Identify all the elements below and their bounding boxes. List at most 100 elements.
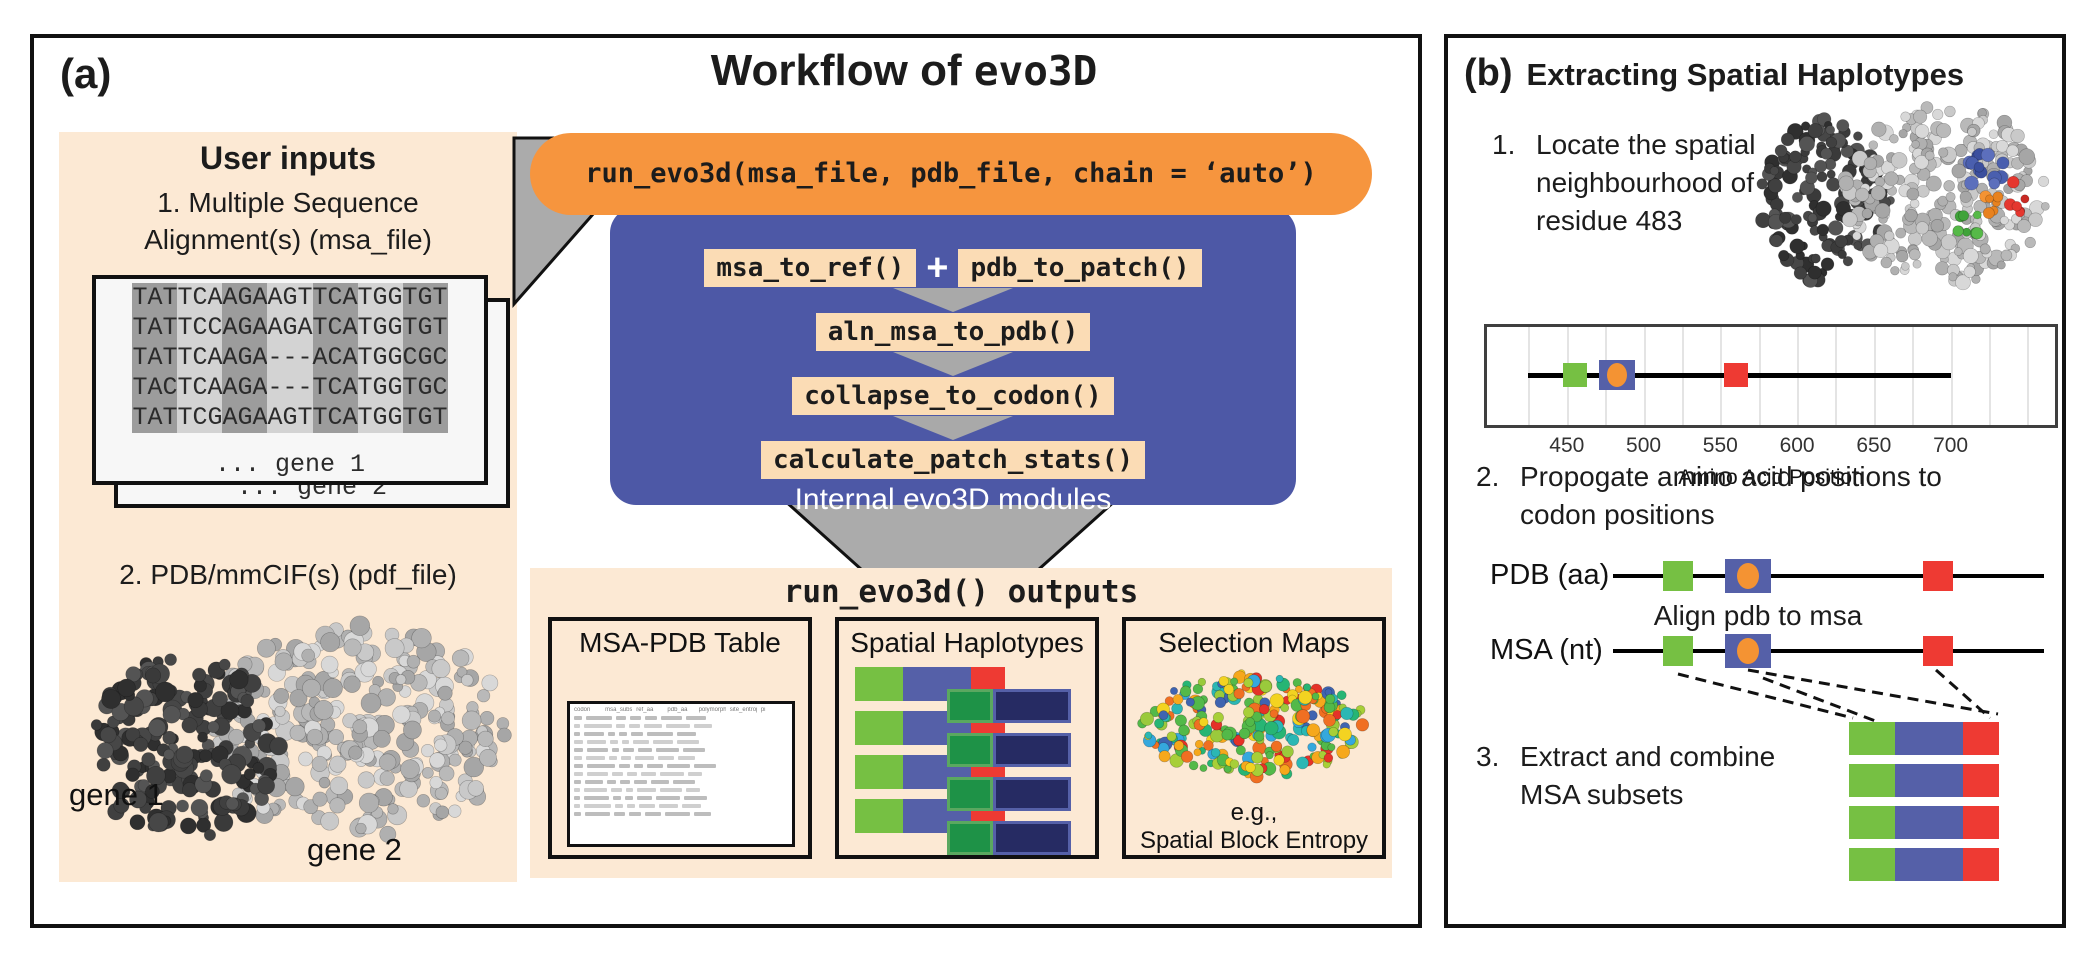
panel-a-label: (a): [60, 50, 112, 97]
step-2-number: 2.: [1476, 461, 1500, 492]
panel-a-title-prefix: Workflow of: [710, 46, 974, 95]
chevron-down-icon: [893, 352, 1013, 376]
msa-sequence-row: TATTCGAGAAGTTCATGGTGT: [132, 403, 448, 433]
step-1-line2: neighbourhood of: [1536, 167, 1754, 198]
plot-area: [1487, 327, 2055, 425]
haplotype-segment: [947, 777, 993, 811]
plus-icon: +: [926, 247, 949, 289]
msa-subset-bar: [1849, 848, 2009, 881]
msa-track-line: [1613, 649, 2044, 653]
outputs-title-code: run_evo3d(): [783, 574, 989, 610]
step-3-line2: MSA subsets: [1520, 779, 1684, 810]
chevron-down-icon: [893, 416, 1013, 440]
user-inputs-panel: User inputs 1. Multiple Sequence Alignme…: [59, 132, 517, 882]
msa-subset-bar: [1849, 722, 2009, 755]
step-1-line1: Locate the spatial: [1536, 129, 1756, 160]
align-label: Align pdb to msa: [1653, 600, 1863, 631]
haplotype-segment: [947, 689, 993, 723]
msa-subset-bar: [1849, 764, 2009, 797]
output-box-selection-maps: Selection Maps e.g., Spatial Block Entro…: [1122, 617, 1386, 859]
axis-tick: 500: [1626, 434, 1662, 457]
amino-acid-position-plot: [1484, 324, 2058, 428]
haplotype-segment: [993, 733, 1071, 767]
msa-pdb-table-title: MSA-PDB Table: [579, 627, 781, 658]
msa-track-label: MSA (nt): [1490, 634, 1603, 666]
axis-tick: 650: [1856, 434, 1892, 457]
rainbow-protein: [1137, 669, 1370, 784]
pdb-red-marker: [1923, 561, 1953, 591]
pdb-track-label: PDB (aa): [1490, 559, 1610, 591]
step-2-line1: Propogate amino acid positions to: [1520, 461, 1942, 492]
haplotype-segment: [855, 799, 903, 833]
outputs-title: run_evo3d() outputs: [530, 574, 1392, 610]
panel-b-label: (b): [1464, 52, 1513, 94]
user-inputs-title: User inputs: [199, 140, 377, 176]
run-evo3d-call: run_evo3d(msa_file, pdb_file, chain = ‘a…: [530, 133, 1372, 215]
spatial-haplotypes-title: Spatial Haplotypes: [850, 627, 1084, 658]
msa-sequence-row: TATTCAAGAAGTTCATGGTGT: [132, 283, 448, 313]
msa-sequence-row: TACTCAAGA---TCATGGTGC: [132, 373, 448, 403]
axis-tick: 450: [1549, 434, 1585, 457]
output-box-spatial-haplotypes: Spatial Haplotypes: [835, 617, 1099, 859]
x-axis-label: Amino Acid Position: [1678, 466, 1864, 489]
module-collapse-to-codon: collapse_to_codon(): [792, 377, 1114, 415]
msa-blue-marker: [1725, 634, 1771, 668]
protein-structure-gene1-gene2: [90, 615, 512, 843]
module-aln-msa-to-pdb: aln_msa_to_pdb(): [815, 313, 1091, 351]
user-inputs-item1-line1: 1. Multiple Sequence: [157, 187, 419, 218]
selection-maps-title: Selection Maps: [1158, 627, 1350, 658]
pdb-blue-marker: [1725, 559, 1771, 593]
msa-gene1-row: ... gene 1: [214, 450, 366, 479]
output-box-msa-pdb-table: MSA-PDB Table codonmsa_subset_idref_aapd…: [548, 617, 812, 859]
axis-tick: 600: [1779, 434, 1815, 457]
internal-modules-box: msa_to_ref() + pdb_to_patch() aln_msa_to…: [610, 207, 1296, 516]
step-1-line3: residue 483: [1536, 205, 1683, 236]
haplotype-segment: [855, 711, 903, 745]
step-2-text: Propogate amino acid positions to codon …: [1520, 458, 1942, 534]
haplotype-segment: [993, 777, 1071, 811]
dashed-connectors: [1677, 668, 1999, 724]
msa-subset-bar: [1849, 806, 2009, 839]
haplotype-segment: [993, 821, 1071, 855]
mini-table: codonmsa_subset_idref_aapdb_aapolymorphi…: [567, 701, 795, 847]
gene1-label: gene 1: [69, 777, 164, 812]
axis-tick: 700: [1933, 434, 1969, 457]
panel-a-title-code: evo3D: [973, 47, 1098, 95]
selection-maps-caption1: e.g.,: [1230, 799, 1278, 826]
protein-structure-residue-neighbourhood: [1755, 101, 2050, 291]
msa-red-marker: [1923, 636, 1953, 666]
msa-orange-dot: [1737, 638, 1759, 664]
user-inputs-item1: 1. Multiple Sequence Alignment(s) (msa_f…: [59, 184, 517, 258]
panel-b-title: Extracting Spatial Haplotypes: [1526, 57, 1965, 92]
step-1: 1. Locate the spatial neighbourhood of r…: [1492, 126, 1756, 240]
haplotype-segment: [947, 733, 993, 767]
msa-box-gene1: TATTCAAGAAGTTCATGGTGT TATTCCAGAAGATCATGGT…: [92, 275, 488, 485]
step-2-line2: codon positions: [1520, 499, 1715, 530]
internal-modules-label: Internal evo3D modules: [794, 483, 1112, 516]
step-2: 2. Propogate amino acid positions to cod…: [1476, 458, 1942, 534]
step-1-number: 1.: [1492, 129, 1516, 160]
haplotype-bars-graphic: [851, 667, 1089, 859]
haplotype-segment: [855, 755, 903, 789]
haplotype-segment: [855, 667, 903, 701]
gene2-label: gene 2: [307, 832, 402, 867]
module-calculate-patch-stats: calculate_patch_stats(): [760, 441, 1146, 479]
module-row-1: msa_to_ref() + pdb_to_patch(): [704, 247, 1202, 289]
msa-sequence-row: TATTCAAGA---ACATGGCGC: [132, 343, 448, 373]
module-msa-to-ref: msa_to_ref(): [704, 249, 917, 287]
user-inputs-item1-line2: Alignment(s) (msa_file): [144, 224, 432, 255]
haplotype-segment: [947, 821, 993, 855]
step-3-number: 3.: [1476, 741, 1500, 772]
chevron-down-icon: [893, 288, 1013, 312]
user-inputs-item2: 2. PDB/mmCIF(s) (pdf_file): [119, 559, 457, 590]
msa-green-marker: [1663, 636, 1693, 666]
pdb-green-marker: [1663, 561, 1693, 591]
module-pdb-to-patch: pdb_to_patch(): [958, 249, 1202, 287]
msa-sequence-row: TATTCCAGAAGATCATGGTGT: [132, 313, 448, 343]
msa-alignment: TATTCAAGAAGTTCATGGTGT TATTCCAGAAGATCATGGT…: [96, 279, 484, 433]
outputs-title-rest: outputs: [989, 574, 1139, 610]
selection-maps-caption2: Spatial Block Entropy: [1139, 827, 1369, 854]
pdb-orange-dot: [1737, 563, 1759, 589]
step-3-text: Extract and combine MSA subsets: [1520, 738, 1775, 814]
